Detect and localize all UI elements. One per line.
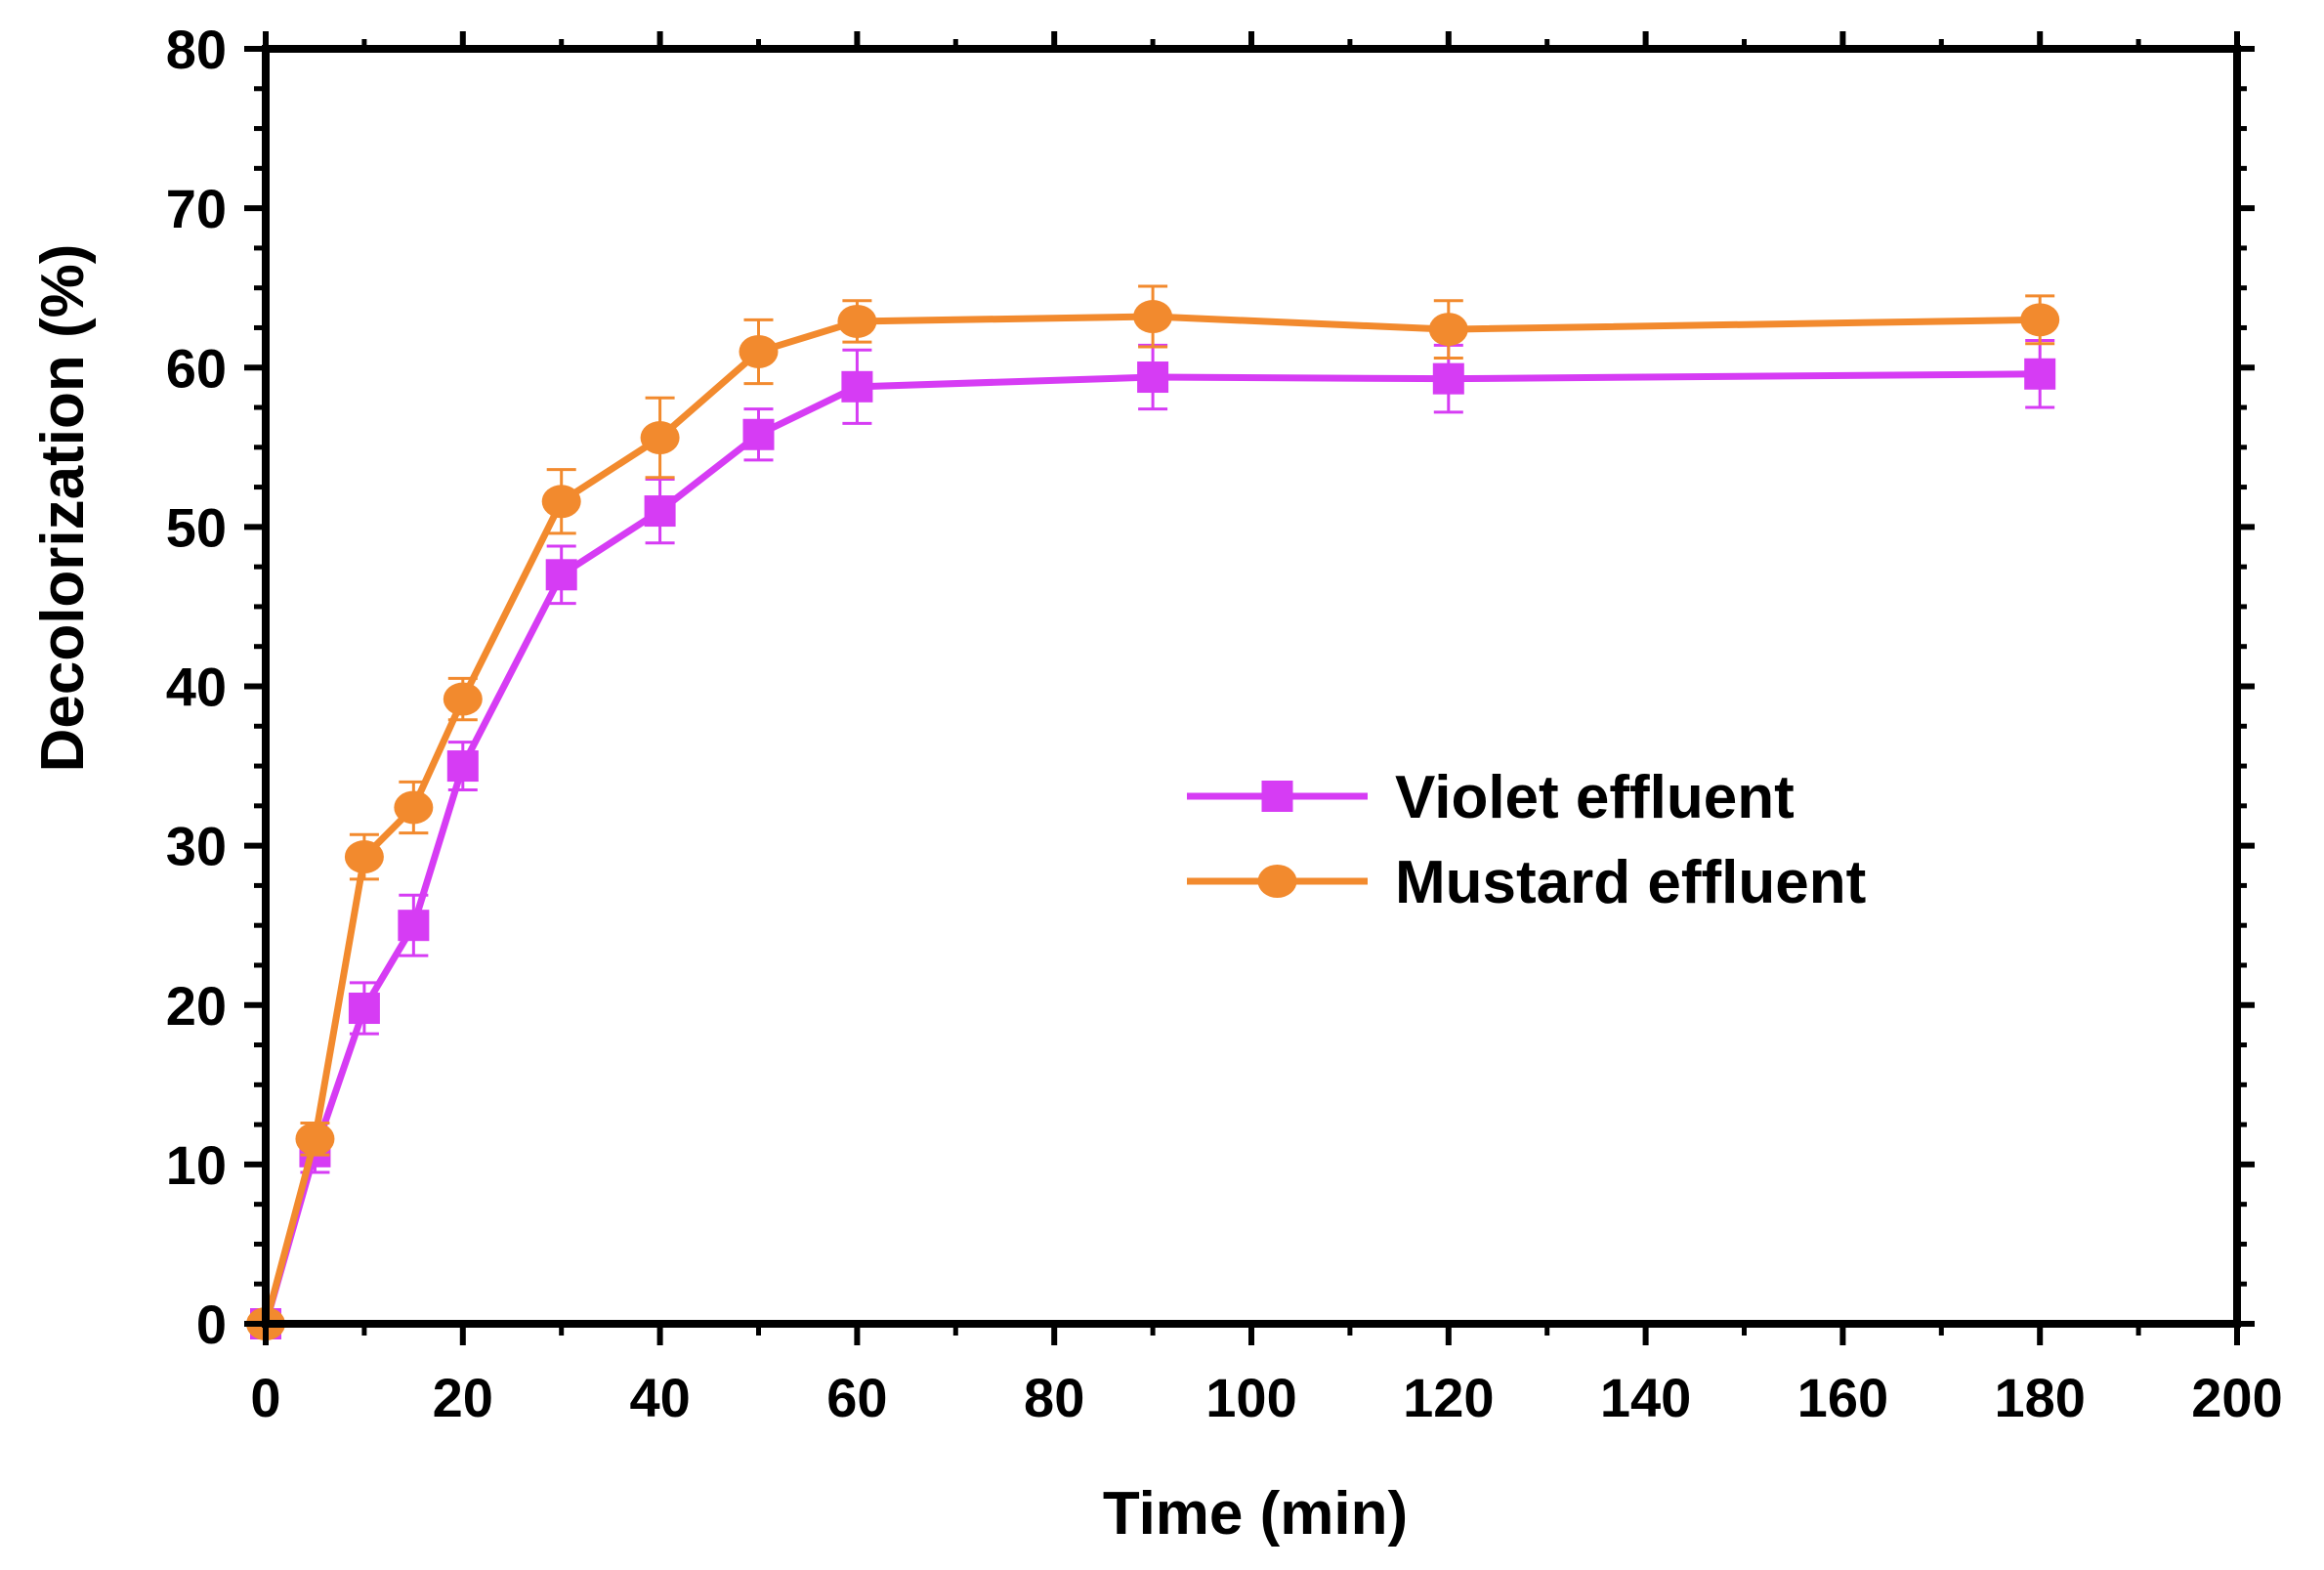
data-point-square — [644, 495, 676, 528]
data-point-circle — [1428, 313, 1468, 347]
data-point-square — [446, 750, 479, 783]
data-point-square — [1432, 362, 1464, 395]
legend-item: Mustard effluent — [1187, 849, 1866, 916]
series-line — [262, 370, 2041, 1325]
series-line — [262, 313, 2041, 1325]
x-tick-label: 120 — [1403, 1367, 1494, 1428]
x-tick-label: 20 — [433, 1367, 493, 1428]
data-point-square — [742, 418, 775, 450]
x-tick-label: 80 — [1024, 1367, 1084, 1428]
y-tick-label: 80 — [166, 19, 227, 80]
legend-marker-circle — [1257, 865, 1297, 898]
y-tick-label: 50 — [166, 496, 227, 558]
x-tick-label: 140 — [1600, 1367, 1691, 1428]
y-axis-title: Decolorization (%) — [29, 244, 97, 773]
x-tick-label: 40 — [629, 1367, 690, 1428]
legend-item: Violet effluent — [1187, 764, 1795, 831]
data-point-circle — [1133, 300, 1173, 334]
axes: 0 20 40 60 80 100 120 140 160 180 200 0 10 20 30 40 50 60… — [166, 19, 2283, 1428]
data-point-circle — [394, 790, 434, 825]
data-point-square — [545, 559, 577, 591]
x-tick-label: 160 — [1797, 1367, 1888, 1428]
data-point-circle — [2020, 303, 2060, 337]
y-tick-label: 10 — [166, 1134, 227, 1196]
y-tick-label: 60 — [166, 337, 227, 399]
data-point-square — [348, 993, 380, 1025]
data-point-circle — [640, 421, 680, 455]
series-violet-effluent — [250, 339, 2056, 1339]
legend-label: Mustard effluent — [1395, 849, 1866, 916]
data-point-circle — [295, 1122, 335, 1156]
y-tick-label: 20 — [166, 975, 227, 1037]
y-tick-label: 40 — [166, 657, 227, 718]
data-point-circle — [739, 334, 779, 368]
y-tick-label: 0 — [196, 1294, 227, 1355]
data-point-circle — [837, 304, 877, 338]
x-tick-label: 60 — [826, 1367, 887, 1428]
data-point-square — [398, 910, 430, 942]
x-axis-title: Time (min) — [1103, 1480, 1408, 1548]
legend: Violet effluent Mustard effluent — [1187, 764, 1866, 916]
x-tick-label: 100 — [1205, 1367, 1296, 1428]
data-point-circle — [443, 682, 483, 716]
y-tick-label: 70 — [166, 178, 227, 239]
x-tick-label: 200 — [2191, 1367, 2282, 1428]
legend-marker-square — [1261, 781, 1293, 812]
data-point-circle — [344, 840, 384, 874]
y-tick-label: 30 — [166, 816, 227, 877]
data-point-square — [2024, 358, 2056, 390]
x-tick-label: 180 — [1994, 1367, 2085, 1428]
data-point-square — [841, 370, 873, 403]
legend-label: Violet effluent — [1395, 764, 1795, 831]
x-tick-label: 0 — [250, 1367, 280, 1428]
data-point-circle — [541, 485, 581, 519]
plot-frame — [262, 45, 2241, 1328]
data-point-square — [1137, 361, 1169, 394]
